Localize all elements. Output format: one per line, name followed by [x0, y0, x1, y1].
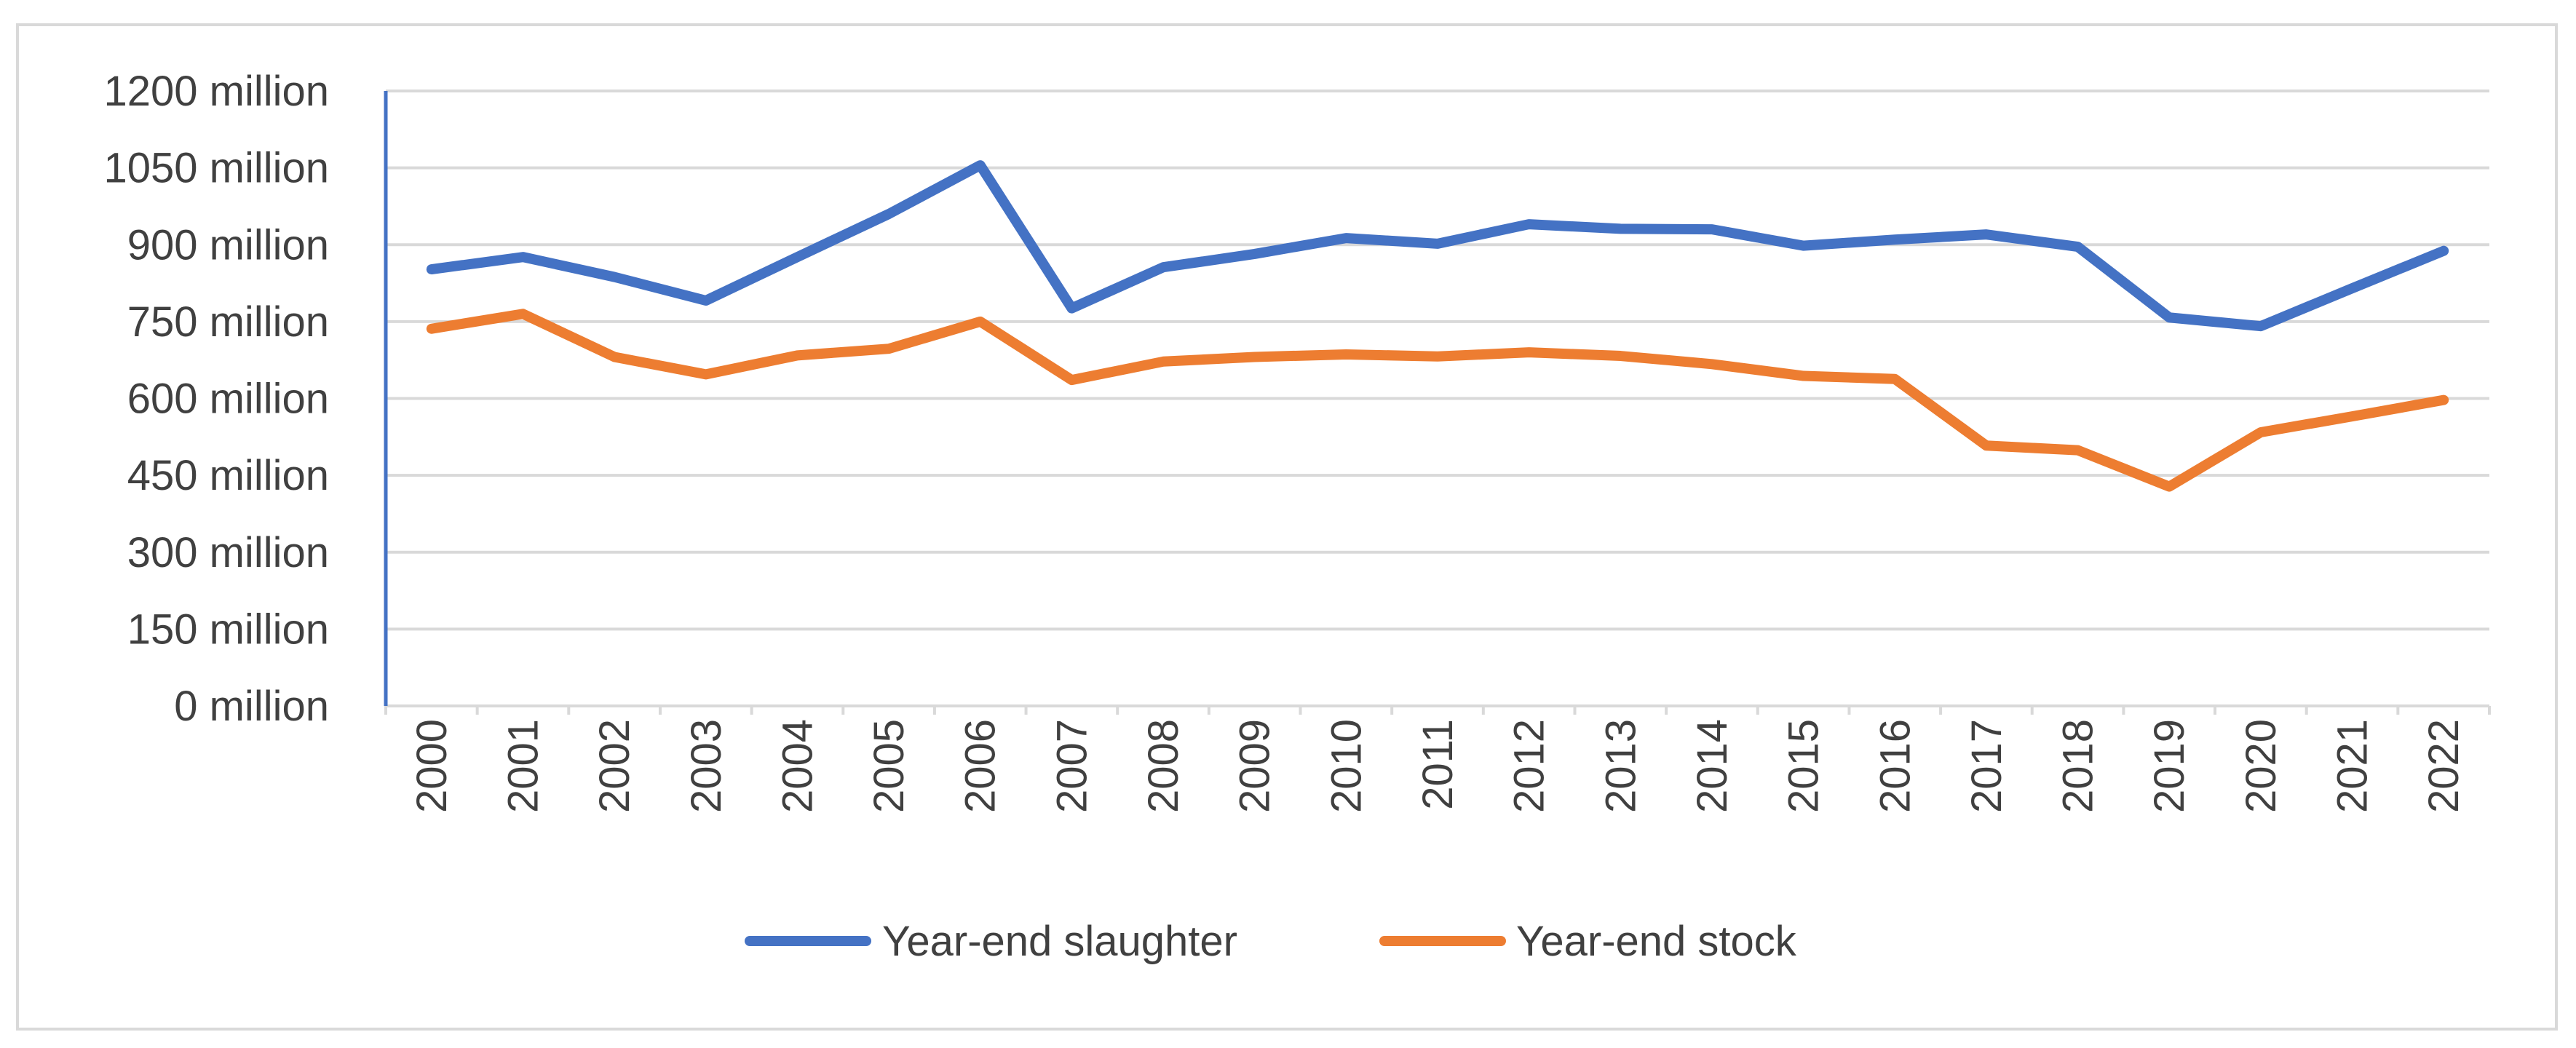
- x-tick-label: 2004: [774, 719, 821, 813]
- legend: Year-end slaughter Year-end stock: [745, 918, 1797, 965]
- y-tick-label: 150 million: [127, 606, 329, 653]
- x-tick-label: 2019: [2146, 719, 2193, 813]
- y-tick-labels: 0 million 150 million 300 million 450 milli…: [103, 68, 329, 730]
- x-tick-label: 2007: [1048, 719, 1095, 813]
- y-tick-label: 1050 million: [103, 145, 329, 192]
- series-line-year-end-stock: [426, 309, 2449, 492]
- chart-frame: [16, 23, 2558, 1031]
- x-tick-label: 2002: [591, 719, 638, 813]
- x-tick-label: 2016: [1871, 719, 1919, 813]
- series-lines: [426, 160, 2449, 492]
- y-tick-label: 900 million: [127, 221, 329, 269]
- x-tick-label: 2013: [1597, 719, 1644, 813]
- axes: [384, 91, 2491, 715]
- x-tick-label: 2018: [2055, 719, 2102, 813]
- y-tick-label: 600 million: [127, 376, 329, 423]
- x-tick-label: 2011: [1414, 719, 1462, 810]
- x-tick-label: 2001: [499, 719, 547, 813]
- y-tick-label: 750 million: [127, 298, 329, 346]
- x-tick-label: 2020: [2238, 719, 2285, 813]
- x-tick-label: 2008: [1140, 719, 1187, 813]
- x-tick-label: 2009: [1232, 719, 1279, 813]
- y-tick-label: 300 million: [127, 529, 329, 576]
- x-tick-label: 2012: [1506, 719, 1553, 813]
- legend-label: Year-end stock: [1516, 918, 1797, 965]
- x-tick-label: 2014: [1689, 719, 1736, 813]
- x-tick-label: 2010: [1323, 719, 1370, 813]
- y-tick-label: 450 million: [127, 452, 329, 499]
- x-tick-label: 2015: [1780, 719, 1828, 813]
- y-tick-label: 0 million: [174, 683, 329, 730]
- x-tick-label: 2006: [957, 719, 1004, 813]
- x-tick-label: 2003: [683, 719, 730, 813]
- x-tick-label: 2022: [2420, 719, 2468, 813]
- legend-label: Year-end slaughter: [882, 918, 1237, 965]
- x-tick-labels: 2000 2001 2002 2003 2004 2005 2006 2007 2008 2009…: [408, 719, 2468, 813]
- x-tick-label: 2017: [1963, 719, 2010, 813]
- x-tick-label: 2005: [865, 719, 913, 813]
- x-tick-label: 2021: [2329, 719, 2377, 813]
- x-tick-label: 2000: [408, 719, 456, 813]
- y-tick-label: 1200 million: [103, 68, 329, 115]
- series-line-year-end-slaughter: [426, 160, 2449, 332]
